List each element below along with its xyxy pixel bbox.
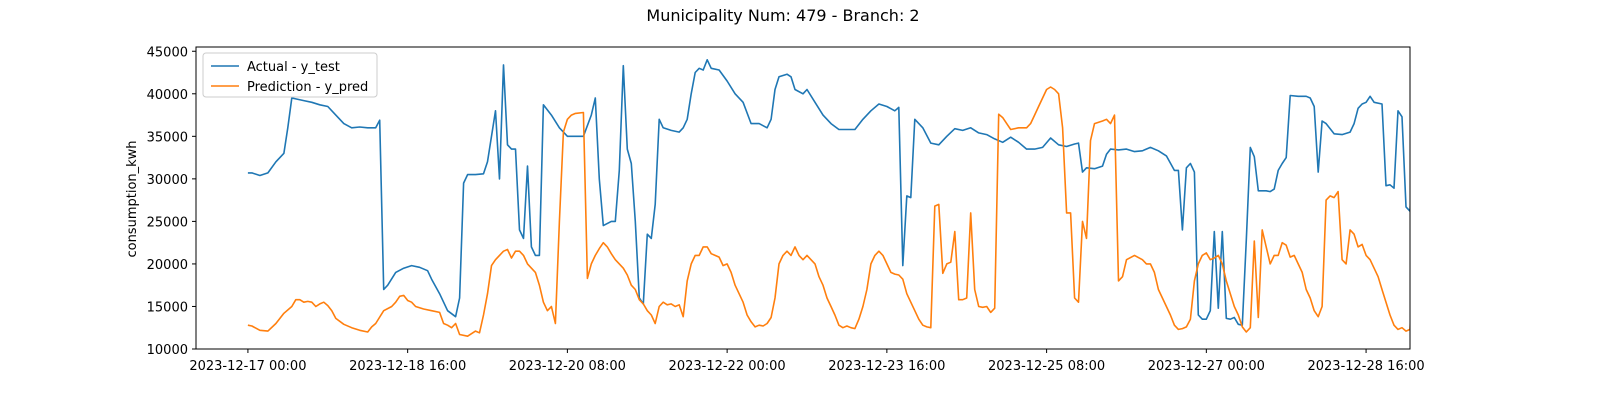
x-tick-label: 2023-12-22 00:00 <box>669 359 786 374</box>
y-tick-label: 15000 <box>147 300 188 315</box>
legend-box <box>202 52 378 98</box>
y-tick-label: 25000 <box>147 215 188 230</box>
y-axis-label: consumption_kwh <box>125 140 140 257</box>
x-tick-label: 2023-12-25 08:00 <box>988 359 1105 374</box>
x-tick-label: 2023-12-18 16:00 <box>349 359 466 374</box>
x-tick-label: 2023-12-28 16:00 <box>1307 359 1424 374</box>
prediction-series-line <box>247 86 1410 337</box>
y-tick-label: 35000 <box>147 130 188 145</box>
y-tick-label: 20000 <box>147 258 188 273</box>
y-tick-label: 40000 <box>147 88 188 103</box>
actual-series-line <box>247 59 1410 326</box>
x-tick-label: 2023-12-17 00:00 <box>189 359 306 374</box>
x-tick-label: 2023-12-23 16:00 <box>828 359 945 374</box>
plot-area <box>247 59 1410 337</box>
plot-frame <box>195 46 1411 350</box>
chart-title: Municipality Num: 479 - Branch: 2 <box>646 6 919 25</box>
x-tick-label: 2023-12-20 08:00 <box>509 359 626 374</box>
legend: Actual - y_test Prediction - y_pred <box>202 52 378 98</box>
legend-entry-label: Actual - y_test <box>247 60 340 75</box>
y-tick-label: 10000 <box>147 343 188 358</box>
legend-entry-label: Prediction - y_pred <box>247 80 368 95</box>
axes: 10000 15000 20000 25000 30000 35000 40000 45000… <box>147 45 1425 374</box>
y-tick-label: 45000 <box>147 45 188 60</box>
y-tick-label: 30000 <box>147 173 188 188</box>
x-tick-label: 2023-12-27 00:00 <box>1148 359 1265 374</box>
